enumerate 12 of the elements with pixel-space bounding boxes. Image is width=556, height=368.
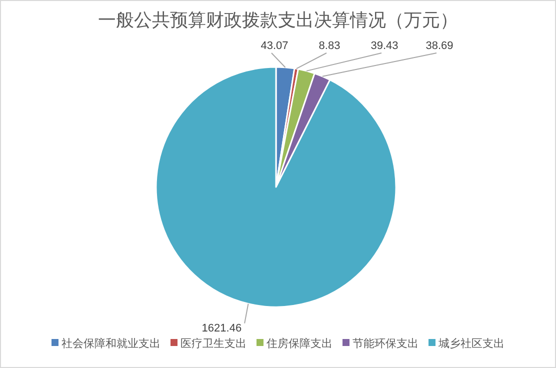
pie-slice	[155, 66, 397, 308]
legend-label: 医疗卫生支出	[180, 337, 246, 350]
chart-title: 一般公共预算财政拨款支出决算情况（万元）	[98, 10, 458, 30]
data-label: 38.69	[426, 40, 454, 52]
legend-label: 节能环保支出	[352, 337, 418, 350]
legend-label: 住房保障支出	[266, 337, 332, 350]
data-label: 8.83	[318, 40, 340, 52]
legend-label: 社会保障和就业支出	[62, 337, 160, 350]
data-label: 43.07	[260, 40, 288, 52]
legend-label: 城乡社区支出	[438, 337, 504, 350]
data-label: 1621.46	[202, 322, 242, 334]
data-label: 39.43	[370, 40, 398, 52]
